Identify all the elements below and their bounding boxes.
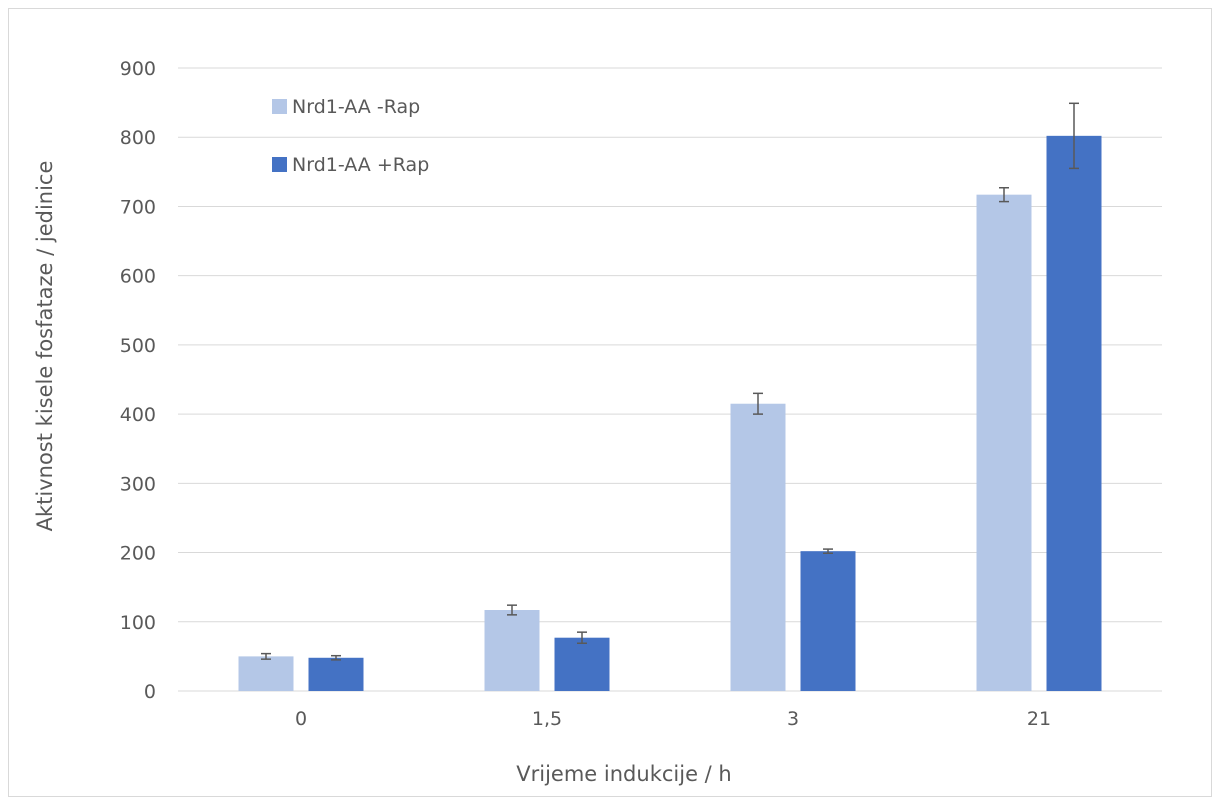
bars [238,135,1102,692]
error-bars [261,102,1079,661]
x-tick-label: 21 [1027,708,1051,730]
x-axis-title: Vrijeme indukcije / h [516,762,731,786]
legend-label: Nrd1-AA +Rap [292,154,429,176]
y-tick-label: 400 [120,404,156,426]
bar-plus-rap [1046,135,1102,692]
y-tick-label: 300 [120,473,156,495]
legend-swatch [272,157,287,172]
legend-label: Nrd1-AA -Rap [292,96,420,118]
bar-plus-rap [308,657,364,691]
bar-minus-rap [238,656,294,691]
y-tick-label: 600 [120,266,156,288]
legend-swatch [272,99,287,114]
x-tick-labels: 0 1,5 3 21 [295,708,1051,730]
x-tick-label: 0 [295,708,307,730]
x-tick-label: 3 [787,708,799,730]
x-tick-label: 1,5 [532,708,562,730]
y-tick-label: 100 [120,612,156,634]
y-tick-label: 200 [120,543,156,565]
y-tick-label: 700 [120,196,156,218]
y-tick-label: 500 [120,335,156,357]
y-tick-label: 0 [144,681,156,703]
y-tick-label: 900 [120,58,156,80]
bar-plus-rap [800,551,856,691]
bar-minus-rap [730,403,786,691]
bar-minus-rap [484,610,540,691]
y-axis-title: Aktivnost kisele fosfataze / jedinice [33,161,57,532]
y-tick-label: 800 [120,127,156,149]
bar-plus-rap [554,637,610,691]
y-tick-labels: 0 100 200 300 400 500 600 700 800 900 [120,58,156,703]
legend: Nrd1-AA -Rap Nrd1-AA +Rap [272,96,429,176]
bar-minus-rap [976,194,1032,691]
